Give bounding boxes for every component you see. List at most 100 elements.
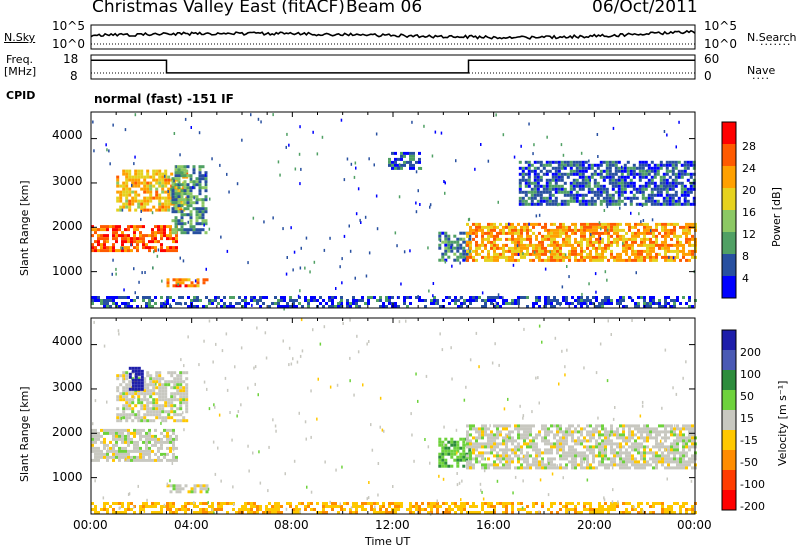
vel-data-speckle [133, 506, 135, 509]
vel-data-cell [679, 463, 682, 466]
power-data-cell [190, 174, 193, 177]
vel-data-cell [265, 505, 268, 508]
power-data-cell [558, 179, 561, 182]
power-data-cell [152, 179, 155, 182]
power-data-cell [640, 223, 643, 226]
vel-data-speckle [392, 485, 394, 488]
vel-data-cell [145, 441, 148, 444]
power-data-cell [250, 296, 253, 299]
vel-data-speckle [600, 343, 602, 346]
power-data-cell [585, 176, 588, 179]
vel-data-cell [580, 454, 583, 457]
power-data-cell [106, 302, 109, 305]
power-data-cell [487, 241, 490, 244]
vel-data-cell [622, 430, 625, 433]
vel-data-cell [571, 463, 574, 466]
vel-data-speckle [614, 406, 616, 409]
vel-data-cell [478, 460, 481, 463]
power-data-cell [438, 244, 441, 247]
power-data-cell [352, 296, 355, 299]
vel-data-speckle [672, 386, 674, 389]
power-data-speckle [597, 155, 599, 158]
power-data-cell [690, 161, 693, 164]
vel-data-cell [514, 445, 517, 448]
power-data-cell [265, 296, 268, 299]
vel-data-cell [679, 430, 682, 433]
vel-data-cell [505, 448, 508, 451]
power-data-cell [526, 235, 529, 238]
power-data-speckle [260, 120, 262, 123]
power-data-cell [613, 241, 616, 244]
power-data-cell [616, 299, 619, 302]
vel-data-cell [116, 413, 119, 416]
vel-data-cell [538, 454, 541, 457]
vel-data-speckle [523, 455, 525, 458]
power-data-cell [597, 188, 600, 191]
power-data-cell [669, 176, 672, 179]
vel-data-cell [170, 407, 173, 410]
vel-data-cell [462, 441, 465, 444]
power-data-cell [619, 302, 622, 305]
vel-data-cell [562, 445, 565, 448]
power-data-cell [676, 250, 679, 253]
vel-data-cell [451, 502, 454, 505]
power-data-cell [588, 182, 591, 185]
vel-data-cell [607, 466, 610, 469]
vel-data-cell [676, 502, 679, 505]
vel-data-cell [116, 416, 119, 419]
vel-data-speckle [522, 417, 524, 420]
vel-data-cell [598, 442, 601, 445]
vel-data-cell [109, 456, 112, 459]
power-data-cell [175, 228, 178, 231]
vel-data-cell [421, 508, 424, 511]
vel-data-cell [463, 508, 466, 511]
power-data-cell [115, 249, 118, 252]
vel-data-cell [460, 508, 463, 511]
vel-data-cell [121, 432, 124, 435]
vel-data-cell [568, 430, 571, 433]
vel-data-cell [137, 392, 140, 395]
power-data-cell [121, 231, 124, 234]
vel-data-cell [625, 457, 628, 460]
power-data-cell [157, 228, 160, 231]
vel-data-cell [136, 447, 139, 450]
power-data-speckle [141, 271, 143, 274]
power-data-cell [522, 203, 525, 206]
power-data-cell [134, 209, 137, 212]
power-data-cell [648, 167, 651, 170]
vel-data-cell [141, 382, 144, 385]
vel-data-speckle [92, 422, 94, 425]
vel-data-cell [134, 392, 137, 395]
power-data-cell [112, 237, 115, 240]
vel-data-cell [544, 451, 547, 454]
vel-data-cell [158, 371, 161, 374]
vel-data-cell [116, 389, 119, 392]
vel-data-cell [164, 398, 167, 401]
power-data-speckle [546, 136, 548, 139]
power-data-cell [94, 231, 97, 234]
vel-data-cell [136, 444, 139, 447]
vel-data-speckle [122, 378, 124, 381]
power-data-cell [529, 238, 532, 241]
vel-data-cell [556, 451, 559, 454]
power-data-speckle [272, 113, 274, 116]
power-data-cell [184, 186, 187, 189]
power-data-cell [94, 240, 97, 243]
vel-data-cell [502, 448, 505, 451]
vel-data-cell [127, 450, 130, 453]
vel-data-cell [511, 502, 514, 505]
power-data-cell [466, 250, 469, 253]
vel-data-cell [520, 451, 523, 454]
vel-data-cell [508, 457, 511, 460]
vel-data-cell [496, 433, 499, 436]
vel-data-cell [136, 432, 139, 435]
power-data-speckle [173, 189, 175, 192]
power-data-cell [541, 226, 544, 229]
vel-data-cell [122, 413, 125, 416]
power-data-cell [667, 302, 670, 305]
power-data-cell [502, 232, 505, 235]
vel-data-cell [565, 457, 568, 460]
vel-data-speckle [612, 466, 614, 469]
vel-data-speckle [337, 384, 339, 387]
vel-data-cell [571, 439, 574, 442]
